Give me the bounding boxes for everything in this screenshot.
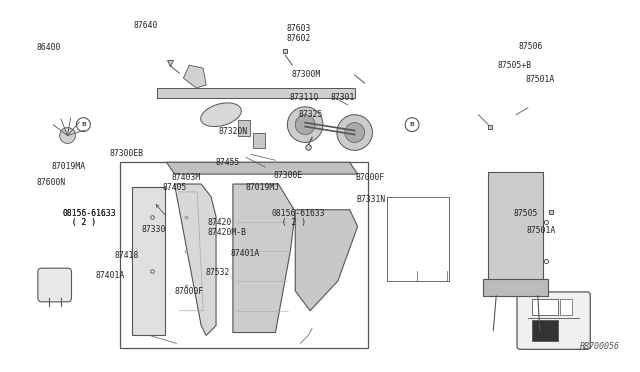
Polygon shape <box>132 187 164 336</box>
Text: 87505: 87505 <box>513 209 538 218</box>
Text: 87311Q: 87311Q <box>289 93 319 102</box>
Text: ( 2 ): ( 2 ) <box>272 218 306 227</box>
Polygon shape <box>405 118 419 132</box>
Polygon shape <box>60 128 76 144</box>
Text: 08156-61633: 08156-61633 <box>62 209 116 218</box>
Text: 87455: 87455 <box>216 158 240 167</box>
Polygon shape <box>287 107 323 142</box>
Text: 87420M-B: 87420M-B <box>207 228 246 237</box>
Text: 87301: 87301 <box>330 93 355 102</box>
Polygon shape <box>295 210 358 311</box>
Text: ( 2 ): ( 2 ) <box>62 218 96 227</box>
Text: 08156-61633: 08156-61633 <box>272 209 326 218</box>
Text: B7331N: B7331N <box>356 196 385 205</box>
Polygon shape <box>488 172 543 281</box>
Text: 87501A: 87501A <box>526 75 555 84</box>
Polygon shape <box>233 184 295 333</box>
Text: 87418: 87418 <box>115 251 139 260</box>
Text: B: B <box>410 122 415 127</box>
Text: 87600N: 87600N <box>36 178 66 187</box>
Text: 87506: 87506 <box>519 42 543 51</box>
Text: 87325: 87325 <box>298 110 323 119</box>
Text: 87501A: 87501A <box>527 226 556 235</box>
Text: 87300E: 87300E <box>274 171 303 180</box>
Text: 87640: 87640 <box>133 21 157 30</box>
Polygon shape <box>483 279 548 296</box>
Text: 87401A: 87401A <box>95 271 124 280</box>
Text: 87019MA: 87019MA <box>51 162 86 171</box>
Text: 87420: 87420 <box>207 218 232 227</box>
FancyBboxPatch shape <box>517 292 590 349</box>
Polygon shape <box>166 162 358 174</box>
Polygon shape <box>337 115 372 150</box>
Text: 87403M: 87403M <box>171 173 200 182</box>
Text: ( 2 ): ( 2 ) <box>62 218 96 227</box>
Bar <box>561 299 573 315</box>
Text: 87330: 87330 <box>141 225 166 234</box>
Text: 87505+B: 87505+B <box>497 61 532 70</box>
Text: 87401A: 87401A <box>230 249 259 258</box>
Bar <box>120 162 367 348</box>
Text: 87300M: 87300M <box>291 70 321 79</box>
Polygon shape <box>253 132 264 148</box>
Polygon shape <box>238 120 250 135</box>
Text: 87000F: 87000F <box>174 287 204 296</box>
Bar <box>532 299 557 315</box>
Ellipse shape <box>201 103 241 126</box>
Text: RB700056: RB700056 <box>580 342 620 351</box>
Text: 87602: 87602 <box>287 34 311 43</box>
FancyBboxPatch shape <box>38 268 72 302</box>
Text: 08156-61633: 08156-61633 <box>62 209 116 218</box>
Polygon shape <box>184 65 206 88</box>
Text: 86400: 86400 <box>36 44 61 52</box>
Polygon shape <box>345 123 365 142</box>
Text: 87405: 87405 <box>162 183 187 192</box>
Polygon shape <box>77 118 90 132</box>
Text: 87019MJ: 87019MJ <box>245 183 280 192</box>
Text: 87300EB: 87300EB <box>109 149 143 158</box>
Bar <box>157 88 355 98</box>
Polygon shape <box>295 115 315 135</box>
Bar <box>532 320 557 341</box>
Text: 87320N: 87320N <box>219 127 248 136</box>
Text: B7000F: B7000F <box>355 173 385 182</box>
Polygon shape <box>175 184 216 336</box>
Text: 87532: 87532 <box>205 268 230 277</box>
Text: B: B <box>81 122 86 127</box>
Text: 87603: 87603 <box>287 24 311 33</box>
